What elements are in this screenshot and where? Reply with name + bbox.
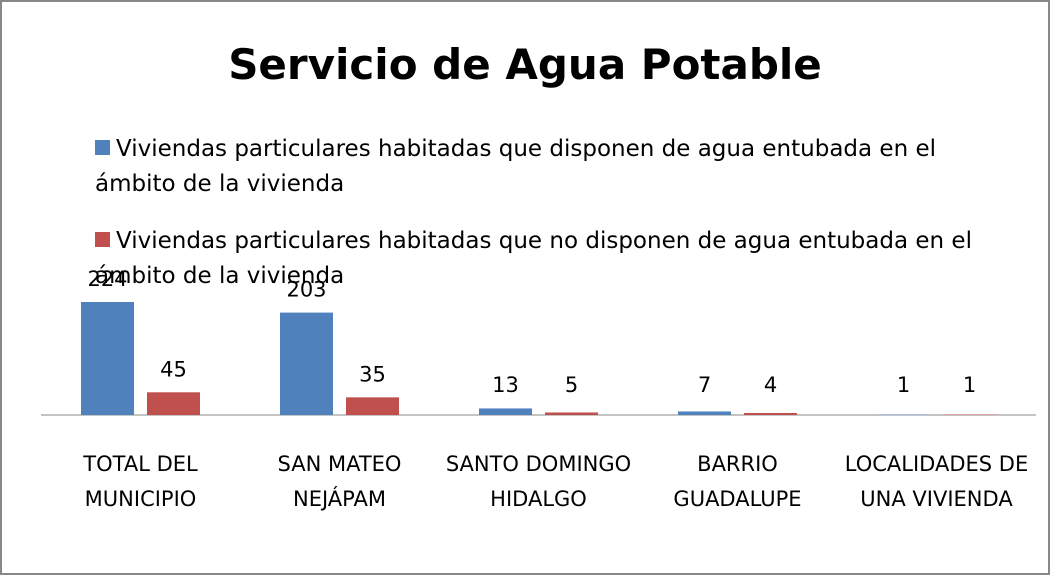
bar [81,302,134,415]
value-label: 1 [963,373,976,397]
x-tick-label: TOTAL DEL MUNICIPIO [83,452,198,511]
chart-title: Servicio de Agua Potable [228,40,822,89]
value-label: 7 [698,373,711,397]
bar [545,412,598,415]
value-label: 5 [565,373,578,397]
bar [147,392,200,415]
value-label: 4 [764,373,777,397]
x-tick-label: LOCALIDADES DE UNA VIVIENDA [844,452,1029,511]
bar [280,312,333,415]
legend-swatch [95,232,110,247]
bar [943,414,996,415]
legend-entry: Viviendas particulares habitadas que no … [95,224,1005,294]
bar [678,411,731,415]
value-label: 1 [897,373,910,397]
x-tick-label: SAN MATEO NEJÁPAM [277,452,402,511]
value-label: 224 [87,267,127,291]
value-label: 13 [492,373,519,397]
bar [744,412,797,415]
bar [479,408,532,415]
x-tick-label: BARRIO GUADALUPE [673,452,802,511]
value-label: 203 [286,278,326,302]
x-tick-label: SANTO DOMINGO HIDALGO [445,452,632,511]
legend-swatch [95,140,110,155]
value-label: 45 [160,357,187,381]
legend-label: Viviendas particulares habitadas que no … [95,228,972,289]
legend-entry: Viviendas particulares habitadas que dis… [95,132,1005,202]
bar [346,397,399,415]
bar [877,414,930,415]
value-label: 35 [359,362,386,386]
legend-label: Viviendas particulares habitadas que dis… [95,136,936,197]
